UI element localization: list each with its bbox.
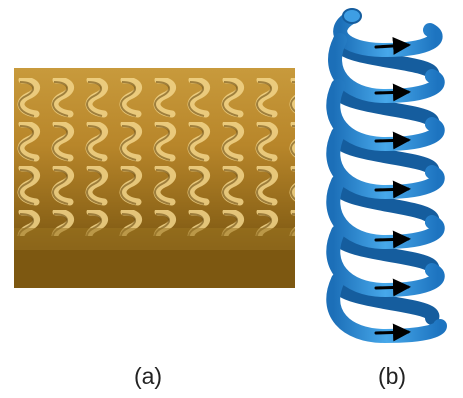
spring <box>333 9 440 336</box>
panel-label: (a) <box>134 363 162 389</box>
figure: (a) (b) <box>0 0 463 398</box>
panel-label: (b) <box>378 363 406 389</box>
micrograph <box>14 68 295 288</box>
